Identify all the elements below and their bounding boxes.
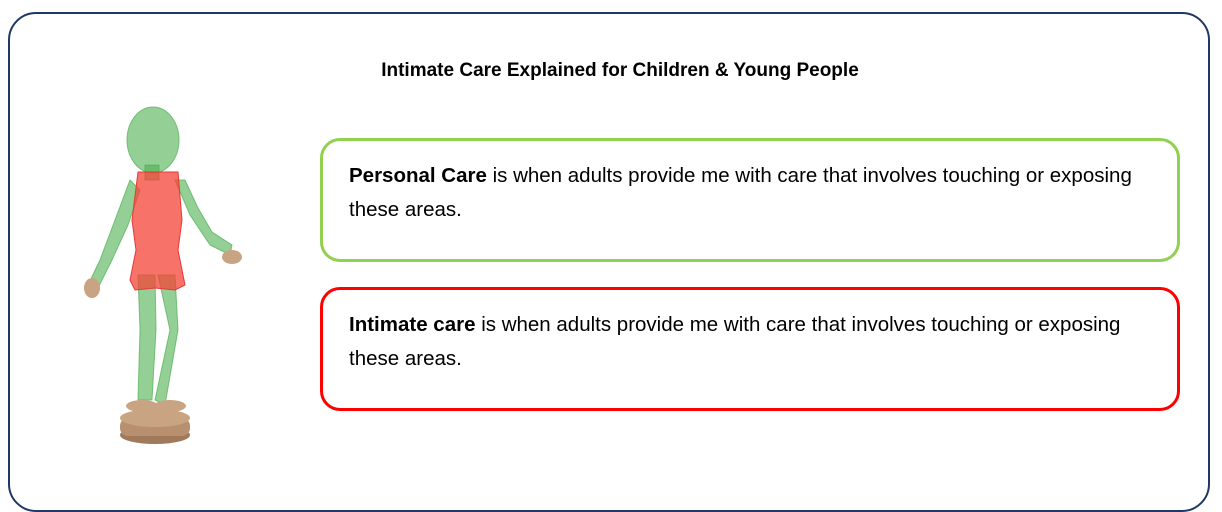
term: Intimate care [349, 313, 475, 336]
title: Intimate Care Explained for Children & Y… [300, 60, 940, 82]
page: Intimate Care Explained for Children & Y… [0, 0, 1222, 491]
mannequin-figure [60, 100, 260, 445]
personal-care-box: Personal Care is when adults provide me … [320, 138, 1180, 262]
box-text: Personal Care is when adults provide me … [349, 159, 1149, 227]
intimate-care-box: Intimate care is when adults provide me … [320, 287, 1180, 411]
term: Personal Care [349, 164, 487, 187]
box-text: Intimate care is when adults provide me … [349, 308, 1149, 376]
